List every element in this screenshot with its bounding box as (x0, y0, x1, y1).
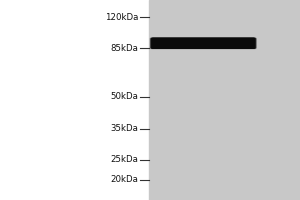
Text: 85kDa: 85kDa (110, 44, 138, 53)
FancyBboxPatch shape (152, 38, 255, 48)
Text: 120kDa: 120kDa (105, 13, 138, 22)
FancyBboxPatch shape (152, 38, 254, 48)
FancyBboxPatch shape (151, 38, 256, 48)
Text: 35kDa: 35kDa (110, 124, 138, 133)
FancyBboxPatch shape (150, 38, 256, 48)
Text: 25kDa: 25kDa (110, 155, 138, 164)
Text: 50kDa: 50kDa (110, 92, 138, 101)
Bar (148, 0, 300, 200)
Text: 20kDa: 20kDa (110, 175, 138, 184)
